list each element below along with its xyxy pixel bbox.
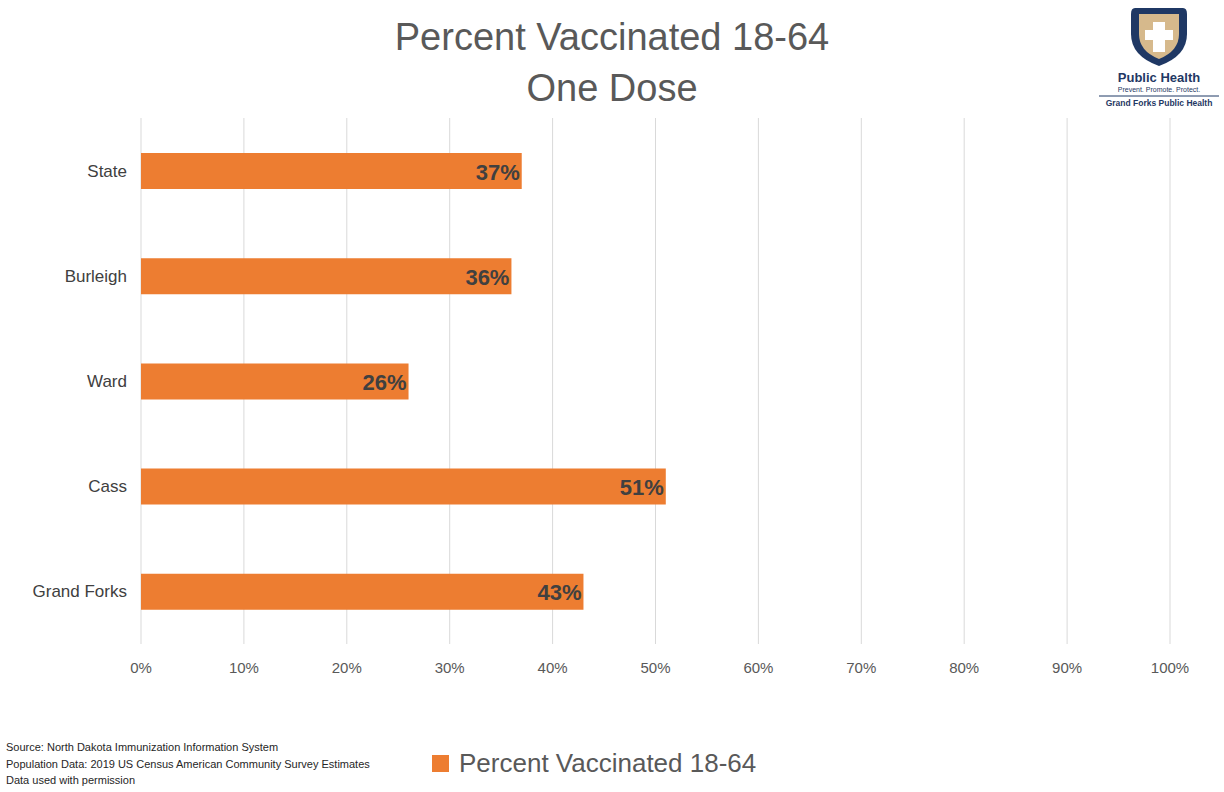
svg-text:40%: 40% [538,659,568,676]
svg-text:70%: 70% [846,659,876,676]
svg-text:Burleigh: Burleigh [65,267,127,286]
svg-text:Prevent. Promote. Protect.: Prevent. Promote. Protect. [1118,86,1201,93]
svg-text:30%: 30% [435,659,465,676]
svg-text:Ward: Ward [87,372,127,391]
svg-text:State: State [87,162,127,181]
html-text:Population Data: 2019 US Censu: Population Data: 2019 US Census American… [6,757,370,770]
svg-text:60%: 60% [743,659,773,676]
html-text:Percent Vaccinated 18-64: Percent Vaccinated 18-64 [459,748,757,778]
svg-text:100%: 100% [1151,659,1189,676]
svg-text:50%: 50% [640,659,670,676]
svg-text:37%: 37% [476,160,520,185]
svg-text:Grand Forks Public Health: Grand Forks Public Health [1106,98,1213,108]
svg-text:51%: 51% [620,475,664,500]
svg-text:26%: 26% [362,370,406,395]
html-text:One Dose: One Dose [526,67,698,109]
html-text:Source: North Dakota Immunizat: Source: North Dakota Immunization Inform… [6,741,279,753]
svg-text:10%: 10% [229,659,259,676]
svg-text:90%: 90% [1052,659,1082,676]
html-text:Data used with permission: Data used with permission [6,774,135,786]
svg-text:Public Health: Public Health [1118,70,1200,85]
svg-text:0%: 0% [130,659,152,676]
svg-text:Grand Forks: Grand Forks [33,582,127,601]
svg-text:80%: 80% [949,659,979,676]
svg-text:43%: 43% [537,580,581,605]
svg-text:Cass: Cass [88,477,127,496]
svg-text:20%: 20% [332,659,362,676]
svg-text:36%: 36% [465,265,509,290]
html-text:Percent Vaccinated 18-64: Percent Vaccinated 18-64 [394,16,830,58]
